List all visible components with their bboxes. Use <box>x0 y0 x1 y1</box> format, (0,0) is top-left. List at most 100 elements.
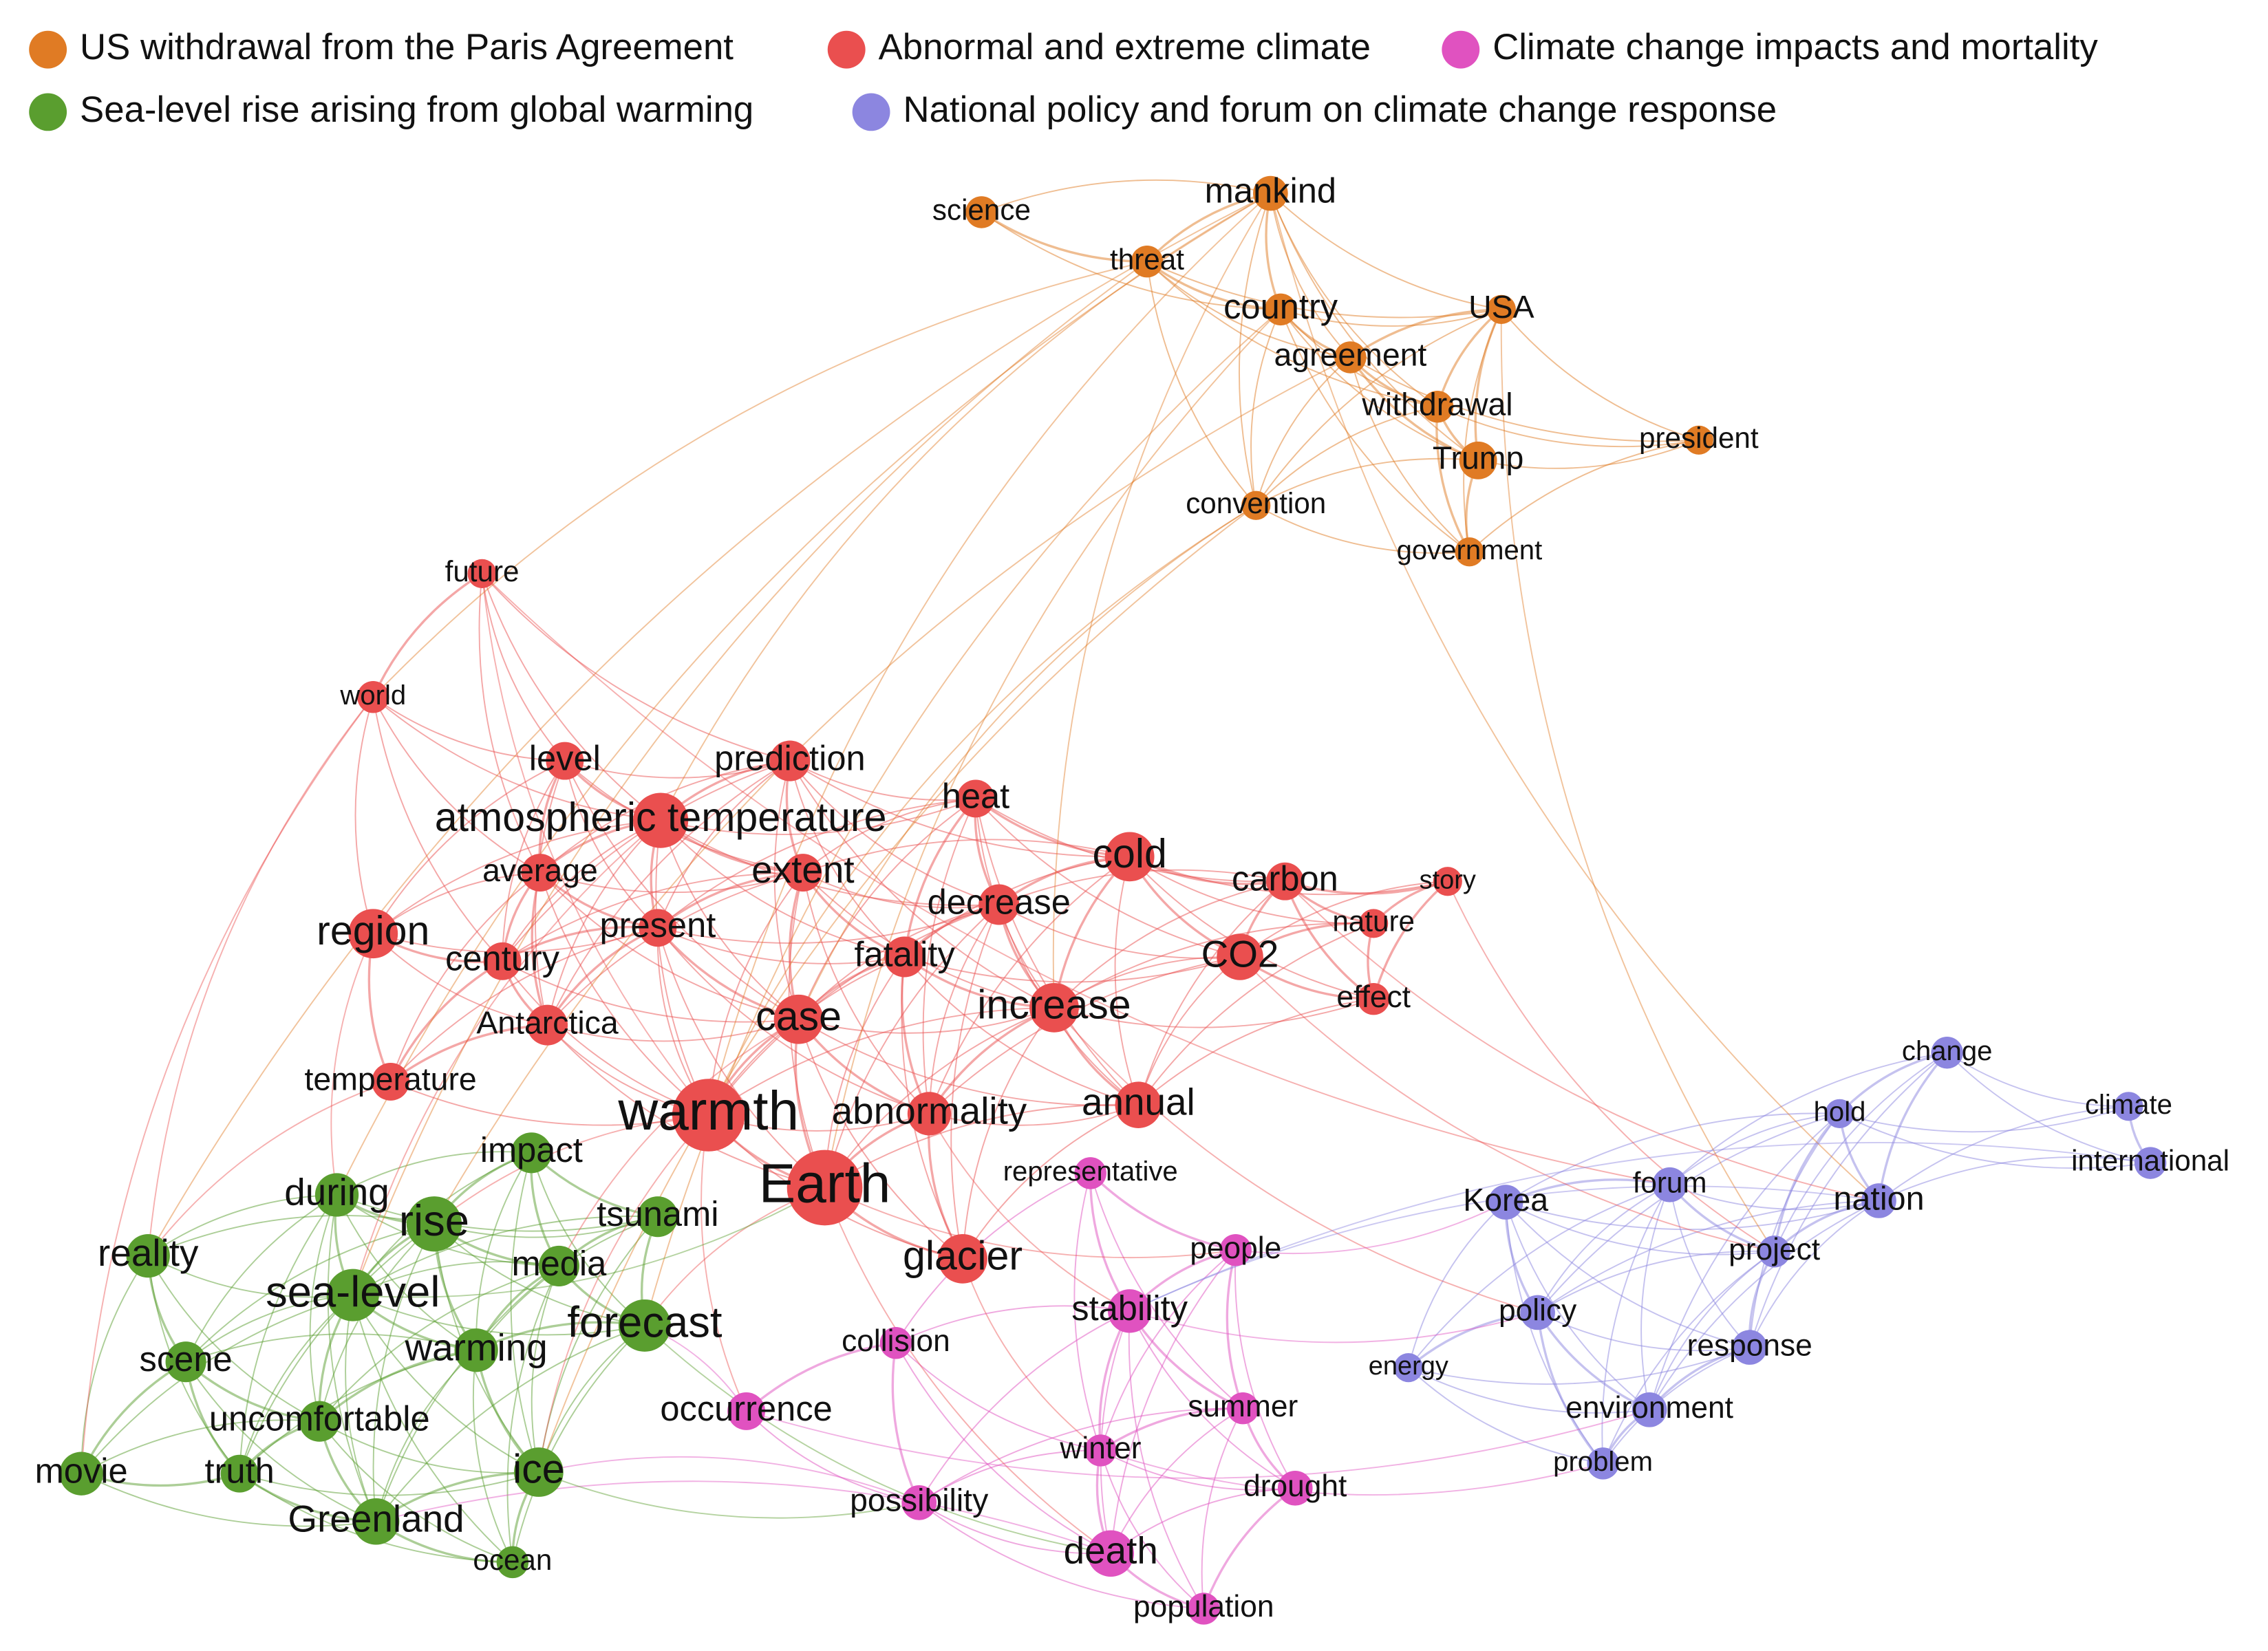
edge <box>1052 193 1272 1008</box>
edge <box>1446 881 1775 1253</box>
node-label: Trump <box>1433 440 1523 476</box>
edge <box>1280 308 1502 327</box>
edge <box>707 904 1000 1116</box>
node-label: abnormality <box>832 1089 1027 1132</box>
edge <box>1879 1156 2151 1202</box>
edge <box>708 1006 1054 1116</box>
edge <box>352 1261 559 1296</box>
edge <box>1255 308 1502 506</box>
edge <box>564 760 791 779</box>
edge <box>81 1419 320 1474</box>
edge <box>928 904 1000 1114</box>
node <box>1861 1183 1896 1218</box>
edge <box>327 1194 377 1522</box>
edge <box>891 1343 921 1504</box>
edge <box>981 211 1281 310</box>
legend: US withdrawal from the Paris Agreement Ab… <box>29 27 2098 131</box>
edge <box>1255 457 1479 506</box>
edge <box>1537 1184 1671 1313</box>
node <box>1433 867 1462 896</box>
edge <box>1128 1310 1205 1609</box>
node-label: nature <box>1332 905 1415 938</box>
edge <box>789 760 1130 858</box>
edge <box>390 1081 709 1126</box>
edge <box>1239 193 1272 506</box>
node-label: tsunami <box>597 1194 718 1233</box>
node <box>633 792 689 848</box>
edge <box>1053 956 1241 1008</box>
node-label: death <box>1064 1529 1158 1572</box>
node <box>1684 425 1713 455</box>
edge <box>919 1407 1243 1504</box>
edge <box>1146 260 1281 311</box>
node <box>1074 1157 1106 1189</box>
node-label: international <box>2071 1145 2229 1177</box>
node <box>1217 934 1263 980</box>
edge <box>1146 261 1256 506</box>
legend-label: US withdrawal from the Paris Agreement <box>80 27 734 67</box>
edge <box>538 1456 920 1504</box>
node <box>1277 1470 1313 1506</box>
node <box>978 884 1020 925</box>
edge <box>389 1024 548 1083</box>
node-label: media <box>511 1244 607 1283</box>
edge <box>147 1194 337 1257</box>
edge <box>546 760 791 1026</box>
edge <box>1270 193 1351 358</box>
edge <box>372 760 566 934</box>
node-label: USA <box>1468 289 1534 325</box>
edge <box>1100 1249 1237 1451</box>
edge <box>1537 1250 1775 1313</box>
node-label: summer <box>1188 1390 1298 1423</box>
edge <box>372 697 503 962</box>
edge <box>1602 1346 1751 1464</box>
edge <box>700 1114 747 1412</box>
edge <box>502 760 566 962</box>
node-label: annual <box>1082 1081 1195 1123</box>
edge <box>336 1194 659 1232</box>
node <box>1652 1167 1687 1202</box>
edge <box>502 960 799 1023</box>
node-label: stability <box>1071 1288 1188 1328</box>
edge <box>746 1409 1650 1479</box>
edge <box>1270 193 1880 1202</box>
edge <box>309 1194 338 1422</box>
edge <box>802 839 1130 874</box>
legend-label: Climate change impacts and mortality <box>1493 27 2098 67</box>
node <box>1931 1037 1963 1069</box>
node-label: project <box>1729 1233 1820 1266</box>
edge <box>372 696 565 762</box>
edge <box>1137 956 1241 1105</box>
edge <box>1372 880 1448 1000</box>
node-label: forecast <box>567 1299 723 1347</box>
edge <box>531 1152 645 1326</box>
node <box>348 909 398 959</box>
node-label: Earth <box>759 1152 891 1214</box>
node <box>965 196 998 228</box>
edge <box>372 819 661 934</box>
node-label: CO2 <box>1201 932 1279 975</box>
edge <box>660 819 999 907</box>
edge <box>1408 1367 1603 1465</box>
edge <box>1146 261 1351 358</box>
node <box>1486 294 1516 324</box>
edge <box>1463 309 1502 552</box>
node <box>637 1196 678 1238</box>
node-label: change <box>1902 1036 1993 1066</box>
node <box>496 1546 529 1579</box>
edge <box>352 1216 658 1296</box>
edge <box>745 1341 897 1412</box>
edge <box>352 1295 539 1473</box>
edge <box>1773 1052 1948 1252</box>
node <box>1104 832 1155 882</box>
edge <box>1748 1113 1841 1348</box>
edge <box>1505 1201 1775 1255</box>
edge <box>895 1342 1101 1452</box>
edge <box>656 927 826 1189</box>
node <box>352 1498 400 1545</box>
edge <box>1407 1311 1538 1369</box>
node-label: population <box>1133 1590 1274 1623</box>
edge <box>1255 356 1351 506</box>
edge <box>824 1187 1111 1554</box>
edge <box>962 1258 1102 1452</box>
